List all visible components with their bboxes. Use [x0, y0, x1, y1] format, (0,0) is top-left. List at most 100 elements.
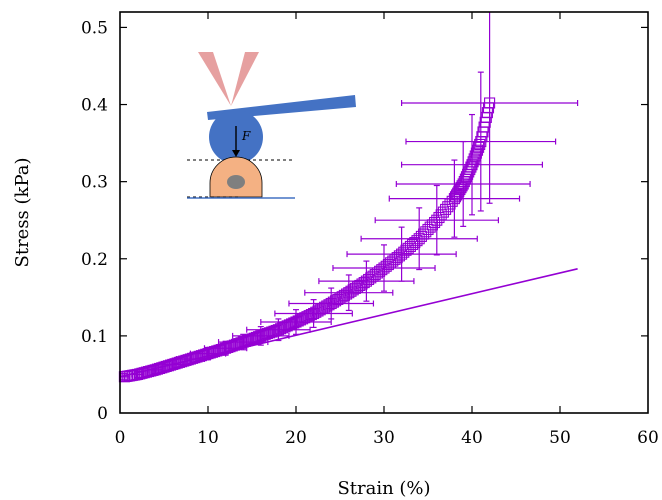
data-point-marker: [180, 354, 192, 366]
data-point-marker: [211, 345, 223, 357]
data-point-marker: [215, 344, 227, 356]
data-point-marker: [200, 348, 212, 360]
data-point-marker: [468, 153, 480, 165]
data-point-marker: [233, 338, 245, 350]
data-point-marker: [275, 323, 287, 335]
x-tick-label: 40: [461, 428, 483, 448]
data-point-marker: [193, 350, 205, 362]
data-point-marker: [162, 360, 174, 372]
force-arrow-head-icon: [232, 150, 240, 157]
data-point-marker: [349, 282, 361, 294]
data-point-marker: [292, 315, 304, 327]
data-point-marker: [294, 314, 306, 326]
data-point-marker: [244, 334, 256, 346]
data-point-marker: [341, 288, 353, 300]
data-point-marker: [268, 325, 280, 337]
data-point-marker: [145, 365, 157, 377]
data-point-marker: [407, 238, 419, 251]
data-point-marker: [151, 363, 163, 375]
laser-beam-icon: [198, 52, 231, 106]
data-point-marker: [470, 147, 482, 159]
data-point-marker: [195, 350, 207, 362]
data-point-marker: [473, 141, 485, 153]
data-point-marker: [209, 346, 221, 358]
data-point-marker: [204, 347, 216, 359]
x-axis-ticks: 0 10 20 30 40 50 60: [115, 12, 659, 448]
data-point-marker: [456, 180, 468, 192]
data-point-marker: [178, 355, 190, 367]
data-point-marker: [270, 324, 282, 337]
data-point-marker: [165, 359, 177, 371]
data-point-marker: [248, 332, 260, 344]
x-tick-label: 10: [197, 428, 219, 448]
data-point-marker: [261, 328, 273, 340]
force-label: F: [241, 129, 251, 143]
data-point-marker: [411, 235, 423, 247]
data-point-marker: [184, 353, 196, 365]
data-point-marker: [224, 341, 236, 353]
data-point-marker: [301, 311, 313, 323]
nucleus-icon: [227, 175, 245, 189]
data-markers: [118, 97, 496, 383]
data-point-marker: [167, 358, 179, 370]
data-point-marker: [402, 242, 414, 254]
data-point-marker: [156, 362, 168, 374]
data-point-marker: [217, 343, 229, 355]
x-axis-title: Strain (%): [337, 478, 430, 499]
data-point-marker: [345, 285, 357, 297]
data-point-marker: [409, 237, 421, 249]
data-point-marker: [187, 352, 199, 364]
data-point-marker: [237, 336, 249, 348]
data-point-marker: [173, 356, 185, 368]
data-point-marker: [176, 356, 188, 368]
data-point-marker: [220, 342, 232, 354]
laser-beam-icon: [231, 52, 259, 106]
data-point-marker: [250, 331, 262, 343]
data-point-marker: [467, 156, 479, 168]
x-tick-label: 30: [373, 428, 395, 448]
y-tick-label: 0.5: [81, 18, 108, 38]
x-tick-label: 50: [549, 428, 571, 448]
x-tick-label: 0: [115, 428, 126, 448]
data-point-marker: [154, 362, 166, 375]
data-point-marker: [143, 366, 155, 378]
y-tick-label: 0.1: [81, 327, 108, 347]
data-point-marker: [279, 321, 291, 333]
y-tick-label: 0.2: [81, 250, 108, 270]
data-point-marker: [400, 244, 412, 256]
data-point-marker: [147, 364, 159, 376]
data-point-marker: [343, 287, 355, 299]
y-tick-label: 0.4: [81, 96, 108, 116]
y-tick-label: 0: [97, 404, 108, 424]
data-point-marker: [398, 246, 410, 258]
data-point-marker: [396, 248, 408, 260]
data-point-marker: [338, 289, 350, 301]
data-point-marker: [160, 360, 172, 372]
data-point-marker: [455, 182, 467, 194]
data-point-marker: [158, 361, 170, 373]
y-axis-ticks: 0 0.1 0.2 0.3 0.4 0.5: [81, 18, 648, 424]
data-point-marker: [213, 344, 225, 356]
data-point-marker: [202, 348, 214, 360]
data-point-marker: [222, 341, 234, 354]
data-point-marker: [264, 327, 276, 339]
data-point-marker: [182, 354, 194, 366]
data-point-marker: [242, 334, 254, 347]
data-point-marker: [299, 312, 311, 324]
data-point-marker: [169, 358, 181, 370]
data-point-marker: [266, 326, 278, 338]
data-point-marker: [228, 339, 240, 351]
data-point-marker: [235, 337, 247, 349]
data-point-marker: [231, 338, 243, 350]
data-point-marker: [226, 340, 238, 352]
data-point-marker: [255, 330, 267, 342]
data-point-marker: [393, 250, 405, 262]
data-point-marker: [288, 317, 300, 329]
data-point-marker: [404, 240, 416, 252]
data-point-marker: [466, 159, 478, 171]
data-point-marker: [206, 346, 218, 358]
data-point-marker: [354, 279, 366, 292]
data-point-marker: [253, 331, 265, 343]
data-point-marker: [484, 97, 496, 109]
